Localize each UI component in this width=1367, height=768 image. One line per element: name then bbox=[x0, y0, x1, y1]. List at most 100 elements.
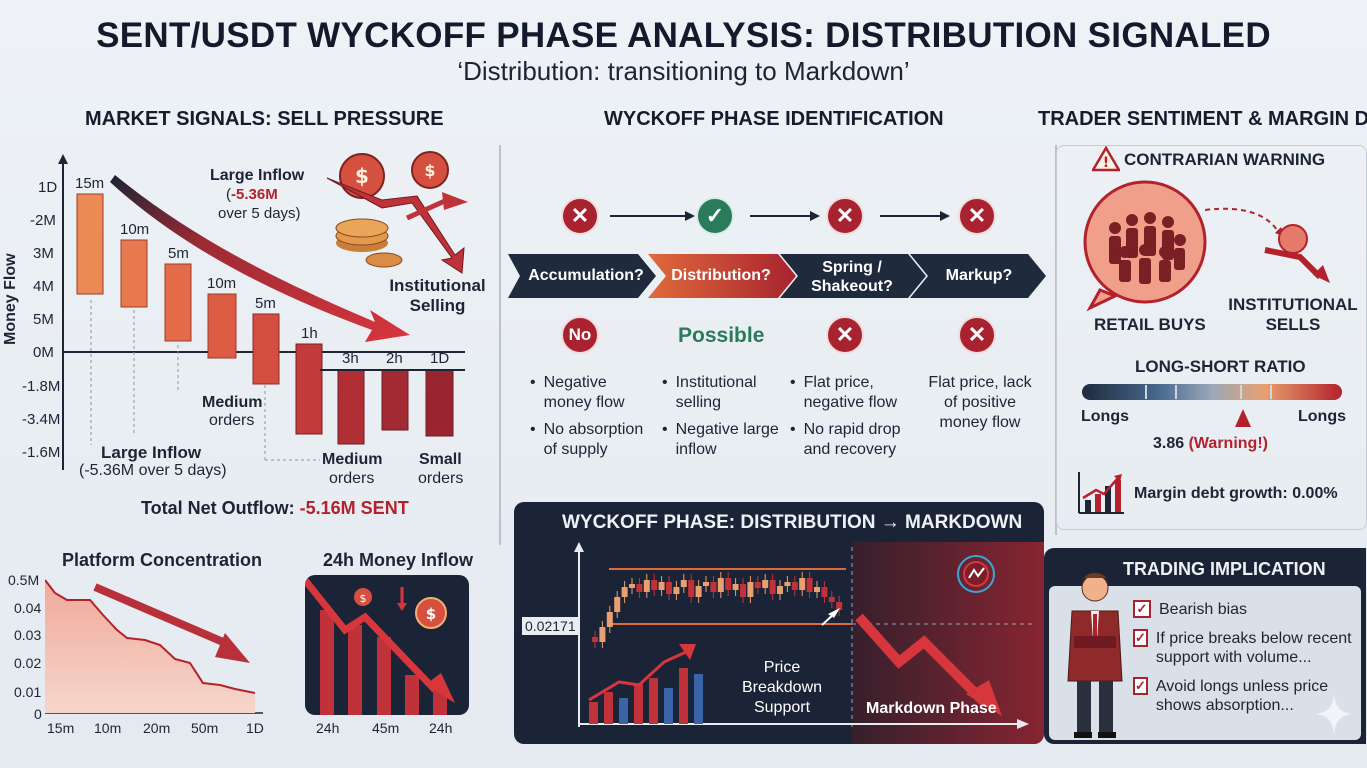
y-tick: -1.8M bbox=[22, 378, 61, 395]
candle bbox=[695, 586, 702, 597]
y-tick: 1D bbox=[38, 179, 58, 196]
bullet-item: • Negative money flow bbox=[530, 374, 625, 411]
bar-tick bbox=[1240, 385, 1242, 399]
x-icon: ✕ bbox=[958, 316, 996, 354]
x-tick: 15m bbox=[47, 720, 75, 736]
businessman-icon bbox=[1067, 573, 1123, 738]
phase-label: Accumulation? bbox=[528, 267, 644, 284]
svg-text:$: $ bbox=[424, 161, 435, 180]
inflow-panel: $ $ bbox=[305, 575, 469, 715]
implication-item: ✓ Bearish bias bbox=[1133, 600, 1358, 619]
large-inflow-label: Large Inflow bbox=[210, 167, 305, 184]
candle bbox=[754, 582, 761, 588]
ratio-value: 3.86 (Warning!) bbox=[1153, 435, 1268, 452]
bar-tick bbox=[1175, 385, 1177, 399]
no-badge: No bbox=[561, 316, 599, 354]
phase-bullets: • Negative money flow • No absorption of s… bbox=[530, 373, 655, 460]
page-subtitle: ‘Distribution: transitioning to Markdown… bbox=[457, 56, 910, 86]
medium-orders-sub: orders bbox=[209, 412, 255, 429]
candle bbox=[747, 582, 754, 597]
x-icon: ✕ bbox=[826, 197, 864, 235]
flow-arrows bbox=[610, 211, 950, 221]
x-tick: 1D bbox=[246, 720, 264, 736]
bullet-item: • No absorption of supply bbox=[530, 421, 644, 458]
ratio-marker bbox=[1235, 409, 1252, 427]
y-tick: -2M bbox=[30, 212, 56, 229]
implication-title: TRADING IMPLICATION bbox=[1123, 559, 1326, 579]
breakdown-label: Price Breakdown Support bbox=[741, 659, 823, 716]
flow-bar bbox=[252, 313, 280, 385]
ratio-right-label: Longs bbox=[1298, 408, 1346, 425]
checkbox-icon: ✓ bbox=[1133, 677, 1148, 695]
phase-ribbon bbox=[508, 254, 1046, 298]
warning-icon: ! bbox=[1092, 146, 1120, 172]
phase-label: Distribution? bbox=[671, 267, 771, 284]
candle bbox=[592, 637, 598, 642]
flow-bar bbox=[207, 293, 237, 359]
flow-bar bbox=[381, 369, 409, 431]
bar-label: 2h bbox=[386, 350, 403, 367]
implication-item: ✓ If price breaks below recent support w… bbox=[1133, 629, 1352, 666]
bullet-item: • No rapid drop and recovery bbox=[790, 421, 901, 458]
markdown-phase-label: Markdown Phase bbox=[866, 700, 997, 717]
candle bbox=[643, 580, 650, 592]
price-level-label: 0.02171 bbox=[522, 617, 579, 635]
institutional-sells-label: INSTITUTIONAL SELLS bbox=[1228, 295, 1358, 334]
y-tick: 0.5M bbox=[8, 572, 40, 588]
sparkle-icon bbox=[1316, 694, 1352, 734]
checkbox-icon: ✓ bbox=[1133, 629, 1148, 647]
y-tick: 0M bbox=[33, 344, 54, 361]
money-flow-chart bbox=[58, 154, 465, 470]
distribution-chart-panel: WYCKOFF PHASE: DISTRIBUTION → MARKDOWN P… bbox=[514, 502, 1044, 744]
flow-bar bbox=[337, 369, 365, 445]
candle bbox=[791, 582, 798, 590]
phase-bullet-markup: Flat price, lack of positive money flow bbox=[928, 374, 1032, 431]
money-flow-axis-label: Money Flow bbox=[2, 253, 19, 345]
y-tick: 0.03 bbox=[14, 627, 42, 643]
y-tick: -1.6M bbox=[22, 444, 61, 461]
x-tick: 10m bbox=[94, 720, 122, 736]
phase-label: Spring / Shakeout? bbox=[811, 259, 893, 295]
bar-label: 10m bbox=[120, 221, 150, 238]
candle bbox=[732, 584, 739, 590]
long-short-bar bbox=[1082, 384, 1342, 400]
y-tick: 0.04 bbox=[14, 600, 42, 616]
bullet-item: • Institutional selling bbox=[662, 374, 757, 411]
candle bbox=[621, 587, 628, 597]
y-tick: 5M bbox=[33, 311, 54, 328]
flow-bar bbox=[164, 263, 192, 342]
phase-markup bbox=[910, 254, 1046, 298]
candle bbox=[740, 584, 746, 597]
phase-spring bbox=[780, 254, 926, 298]
candle bbox=[799, 578, 806, 590]
checkbox-icon: ✓ bbox=[1133, 600, 1151, 618]
phase-accumulation bbox=[508, 254, 656, 298]
candle bbox=[629, 584, 635, 588]
y-tick: 3M bbox=[33, 245, 54, 262]
x-tick: 24h bbox=[429, 720, 453, 736]
margin-chart-icon bbox=[1078, 472, 1124, 514]
bar-label: 15m bbox=[75, 175, 105, 192]
small-orders-sub: orders bbox=[418, 470, 464, 487]
candle bbox=[673, 587, 680, 594]
ratio-left-label: Longs bbox=[1081, 408, 1129, 425]
y-tick: 4M bbox=[33, 278, 54, 295]
downtrend-arrow bbox=[110, 175, 410, 342]
candle bbox=[688, 580, 695, 597]
candle bbox=[651, 580, 658, 590]
contrarian-warning: CONTRARIAN WARNING bbox=[1124, 150, 1326, 169]
medium-orders-2-label: Medium bbox=[322, 451, 383, 468]
coins-illustration: $ $ bbox=[326, 151, 468, 274]
y-tick: 0 bbox=[34, 706, 42, 722]
implication-list: ✓ Bearish bias ✓ If price breaks below r… bbox=[1133, 600, 1358, 715]
inflow-chart: $ $ bbox=[305, 577, 455, 715]
implication-item: ✓ Avoid longs unless price shows absorpt… bbox=[1133, 677, 1329, 714]
distribution-chart bbox=[574, 542, 1044, 744]
candle bbox=[636, 584, 643, 592]
total-net-outflow: Total Net Outflow: -5.16M SENT bbox=[141, 498, 409, 518]
candle bbox=[828, 597, 835, 602]
medium-orders-label: Medium bbox=[202, 394, 263, 411]
flow-bar bbox=[120, 239, 148, 308]
large-inflow-period: over 5 days) bbox=[218, 205, 301, 222]
candle bbox=[814, 587, 820, 592]
